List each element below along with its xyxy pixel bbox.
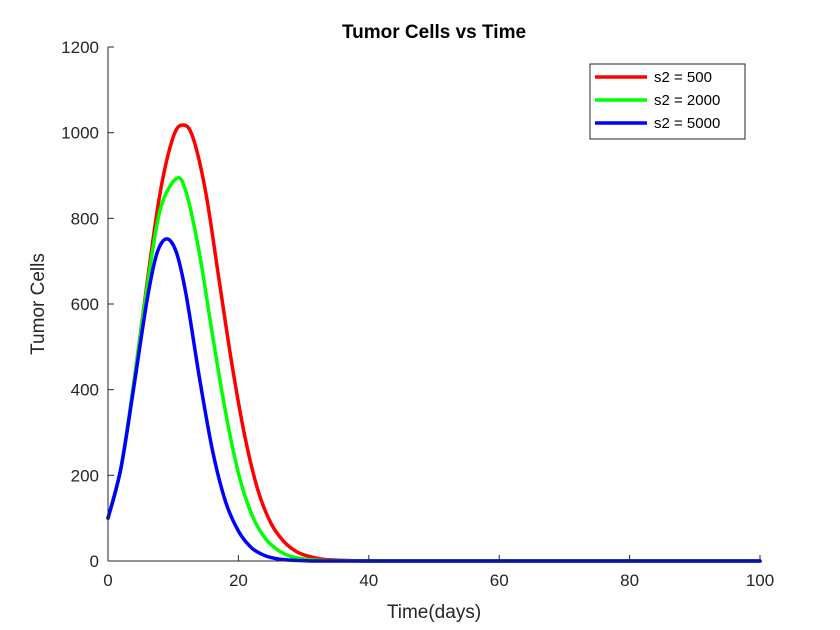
- x-tick-label: 80: [620, 571, 639, 590]
- y-tick-label: 800: [71, 209, 99, 228]
- x-tick-label: 0: [103, 571, 112, 590]
- legend: s2 = 500 s2 = 2000 s2 = 5000: [589, 63, 746, 140]
- y-axis-label: Tumor Cells: [28, 253, 49, 355]
- y-tick-label: 0: [90, 552, 99, 571]
- y-tick-label: 400: [71, 381, 99, 400]
- legend-label-2: s2 = 2000: [654, 92, 720, 109]
- x-axis-label: Time(days): [387, 602, 481, 623]
- legend-label-1: s2 = 500: [654, 69, 712, 86]
- y-tick-label: 600: [71, 295, 99, 314]
- x-tick-label: 100: [746, 571, 774, 590]
- y-tick-label: 200: [71, 466, 99, 485]
- x-tick-label: 20: [229, 571, 248, 590]
- x-tick-label: 40: [359, 571, 378, 590]
- y-tick-label: 1000: [61, 124, 99, 143]
- y-tick-label: 1200: [61, 38, 99, 57]
- legend-label-3: s2 = 5000: [654, 115, 720, 132]
- chart-title: Tumor Cells vs Time: [342, 22, 526, 43]
- x-tick-label: 60: [490, 571, 509, 590]
